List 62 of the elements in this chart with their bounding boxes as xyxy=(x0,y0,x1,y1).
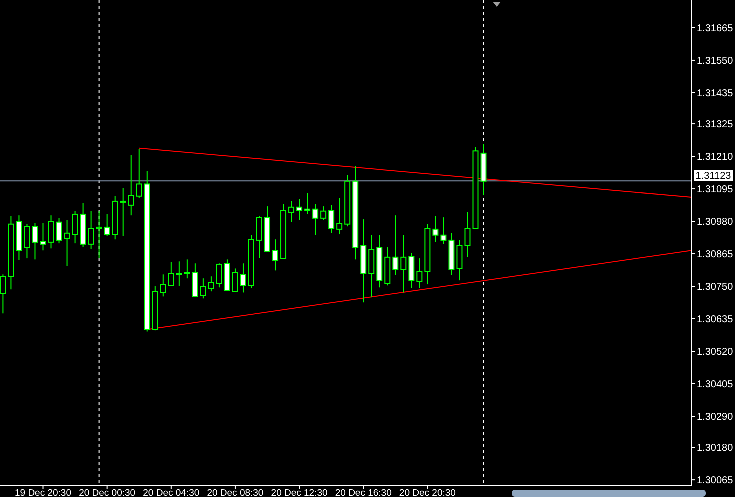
candlestick xyxy=(104,214,110,237)
candlestick xyxy=(40,223,46,252)
candlestick xyxy=(168,262,174,286)
candlestick xyxy=(56,218,62,244)
candlestick xyxy=(400,234,407,294)
x-tick-label: 20 Dec 00:30 xyxy=(79,488,136,497)
candlestick xyxy=(48,215,54,250)
candlestick xyxy=(128,154,134,216)
y-tick-label: 1.31210 xyxy=(697,152,734,164)
candlestick xyxy=(32,223,38,260)
x-tick-label: 20 Dec 08:30 xyxy=(207,488,264,497)
candlestick xyxy=(336,198,343,236)
y-tick-label: 1.30520 xyxy=(697,347,734,358)
y-tick-label: 1.30290 xyxy=(697,412,734,423)
y-tick-label: 1.31665 xyxy=(697,23,734,34)
candlestick xyxy=(288,200,295,223)
y-tick-label: 1.30865 xyxy=(697,250,734,261)
candlestick xyxy=(416,258,423,289)
y-tick-label: 1.30750 xyxy=(697,282,734,294)
candlestick xyxy=(464,212,471,258)
y-tick-label: 1.30065 xyxy=(697,476,734,487)
candlestick xyxy=(240,263,246,294)
candlestick xyxy=(456,240,463,282)
y-tick-label: 1.30180 xyxy=(697,443,734,454)
candlestick xyxy=(304,192,311,215)
candlestick xyxy=(120,188,126,237)
candlestick xyxy=(432,216,439,243)
y-tick-label: 1.30405 xyxy=(697,379,734,390)
candlestick xyxy=(64,220,70,267)
candlestick xyxy=(160,274,166,298)
y-tick-label: 1.30980 xyxy=(697,217,734,228)
candlestick xyxy=(208,276,214,292)
candlestick xyxy=(136,148,142,199)
y-tick-label: 1.31550 xyxy=(697,56,734,67)
y-tick-label: 1.31325 xyxy=(697,120,734,131)
candlestick xyxy=(272,239,279,272)
y-tick-label: 1.30635 xyxy=(697,314,734,326)
candlestick xyxy=(256,216,262,260)
x-tick-label: 20 Dec 12:30 xyxy=(271,488,328,497)
candlestick xyxy=(320,206,327,221)
x-tick-label: 20 Dec 16:30 xyxy=(335,488,392,497)
candlestick xyxy=(176,261,182,288)
x-tick-label: 19 Dec 20:30 xyxy=(14,488,72,497)
candlestick xyxy=(216,263,222,288)
candlestick xyxy=(88,210,94,250)
y-tick-label: 1.31095 xyxy=(697,184,734,196)
ref-line-label: 1.31123 xyxy=(696,171,732,182)
candlestick xyxy=(184,259,190,280)
candlestick xyxy=(296,198,303,221)
candlestick xyxy=(96,210,102,260)
candlestick xyxy=(392,215,399,276)
candlestick xyxy=(232,268,238,292)
candlestick xyxy=(200,278,206,300)
candlestick xyxy=(328,204,335,234)
y-tick-label: 1.31435 xyxy=(697,88,734,100)
candlestick xyxy=(72,210,78,244)
candlestick xyxy=(0,274,6,314)
candlestick xyxy=(24,224,30,260)
candlestick xyxy=(312,204,319,236)
x-tick-label: 20 Dec 04:30 xyxy=(143,488,200,497)
x-tick-label: 20 Dec 20:30 xyxy=(399,488,456,497)
candlestick xyxy=(440,217,447,245)
